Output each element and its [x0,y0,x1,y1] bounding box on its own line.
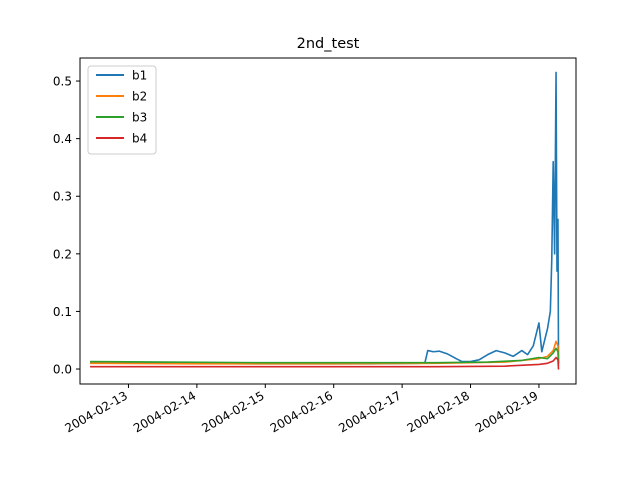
y-tick-label: 0.5 [53,75,72,89]
plot-frame [79,57,577,385]
legend-label-b3: b3 [132,111,147,125]
legend-label-b1: b1 [132,69,147,83]
legend: b1 b2 b3 b4 [87,65,157,155]
legend-label-b2: b2 [132,90,147,104]
y-tick-label: 0.1 [53,305,72,319]
series-line-b2 [90,340,560,367]
legend-box [87,65,157,155]
plot-area [80,58,576,384]
legend-label-b4: b4 [132,132,147,146]
y-tick-label: 0.3 [53,190,72,204]
series-line-b1 [90,71,560,365]
y-tick-label: 0.0 [53,363,72,377]
series-layer [90,71,560,370]
y-tick-label: 0.4 [53,132,72,146]
chart-title: 2nd_test [297,36,360,52]
y-tick-label: 0.2 [53,247,72,261]
series-line-b3 [90,347,560,364]
series-line-b4 [90,356,560,370]
y-axis: 0.0 0.1 0.2 0.3 0.4 0.5 [53,75,80,377]
